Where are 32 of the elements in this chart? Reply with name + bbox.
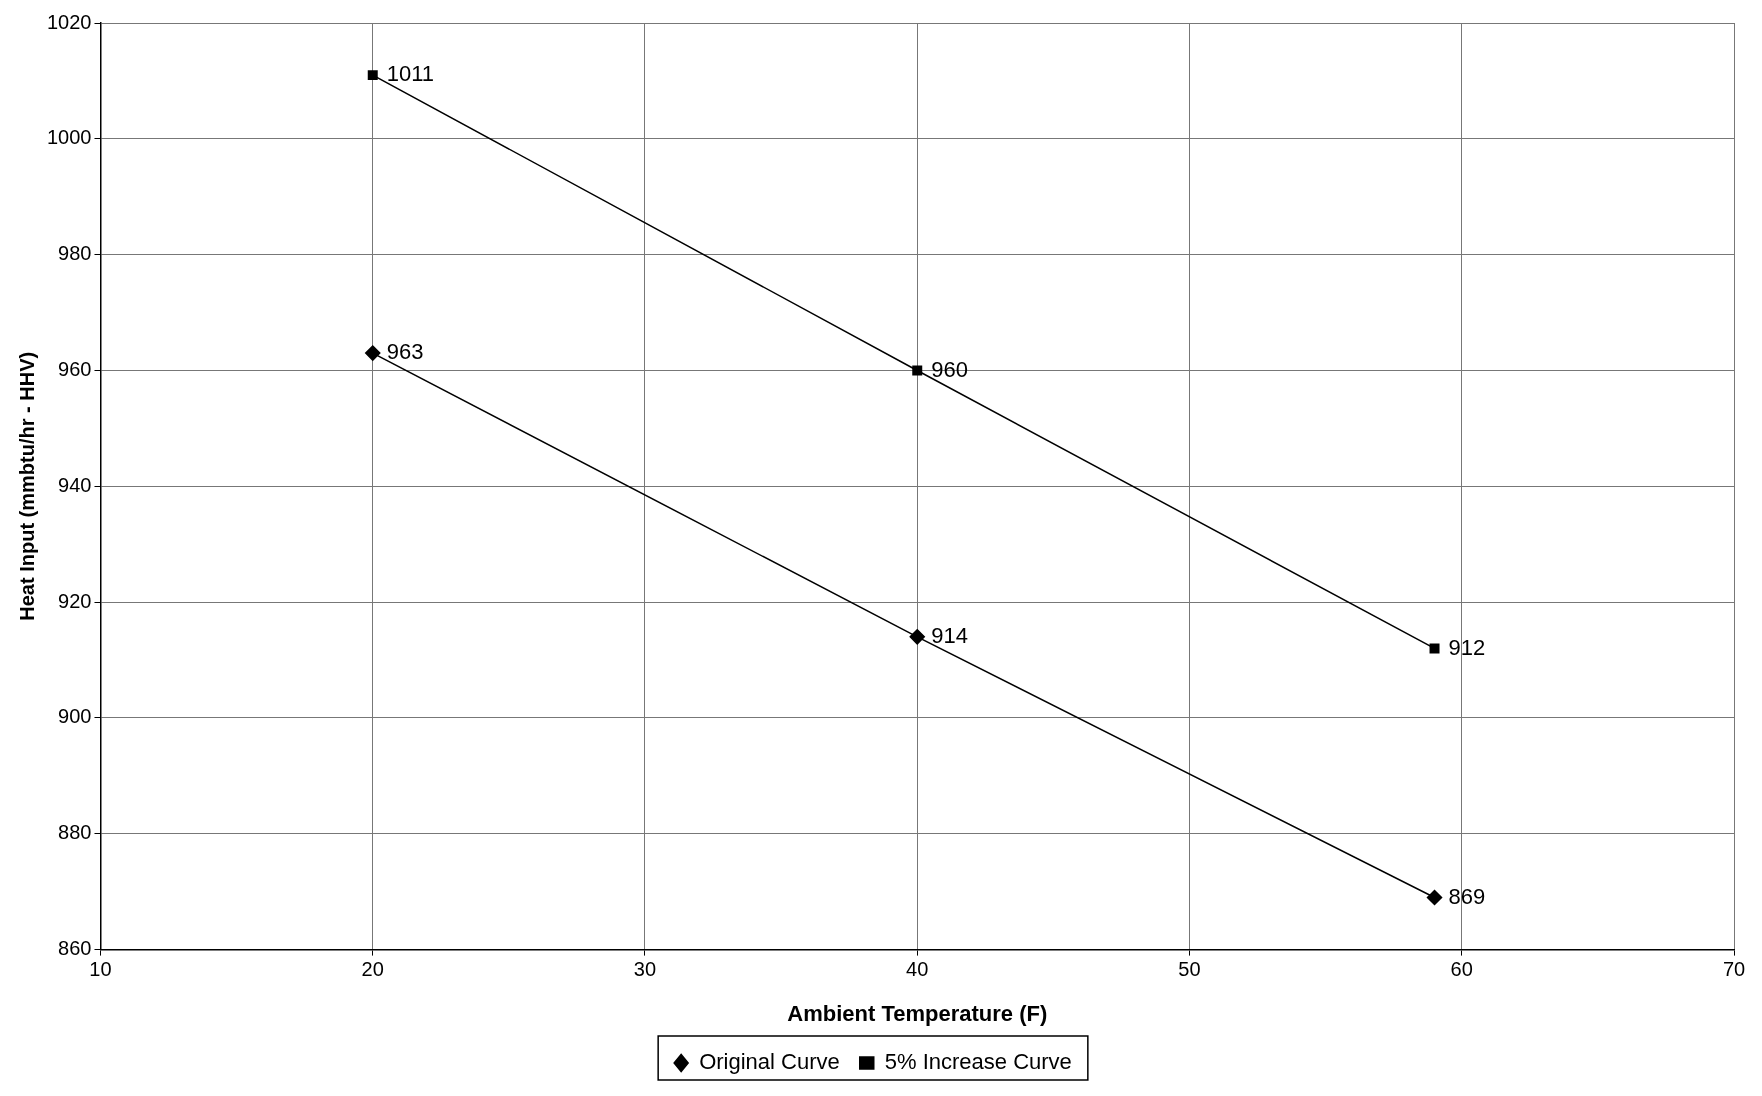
point — [367, 70, 378, 81]
data-label: 963 — [386, 339, 424, 365]
y-tick-label: 940 — [58, 473, 92, 496]
x-axis-title: Ambient Temperature (F) — [787, 1000, 1048, 1026]
y-tick-label: 920 — [58, 589, 92, 612]
y-tick-label: 980 — [58, 242, 92, 265]
data-label: 914 — [931, 622, 968, 648]
y-tick-label: 900 — [58, 705, 92, 728]
x-tick-label: 40 — [906, 958, 929, 981]
data-label: 1011 — [386, 61, 435, 87]
x-tick-label: 50 — [1178, 958, 1201, 981]
data-label: 869 — [1448, 883, 1486, 909]
data-label: 960 — [931, 356, 968, 382]
point — [912, 365, 923, 376]
y-tick-label: 1000 — [46, 126, 92, 149]
x-tick-label: 10 — [89, 958, 112, 981]
legend-label: 5% Increase Curve — [884, 1049, 1072, 1075]
y-tick-label: 960 — [58, 357, 92, 380]
y-tick-label: 880 — [58, 821, 92, 844]
point — [909, 629, 925, 645]
point — [1426, 889, 1443, 906]
data-label: 912 — [1448, 634, 1486, 660]
x-tick-label: 30 — [633, 958, 657, 981]
x-tick-label: 20 — [361, 958, 384, 981]
point — [1429, 643, 1440, 654]
x-tick-label: 60 — [1450, 958, 1473, 981]
y-tick-label: 1020 — [46, 10, 92, 33]
legend-label: Original Curve — [699, 1049, 840, 1075]
y-axis-title: Heat Input (mmbtu/hr - HHV) — [15, 351, 38, 621]
x-tick-label: 70 — [1722, 958, 1746, 981]
y-tick-label: 860 — [58, 937, 92, 960]
point — [364, 345, 381, 361]
